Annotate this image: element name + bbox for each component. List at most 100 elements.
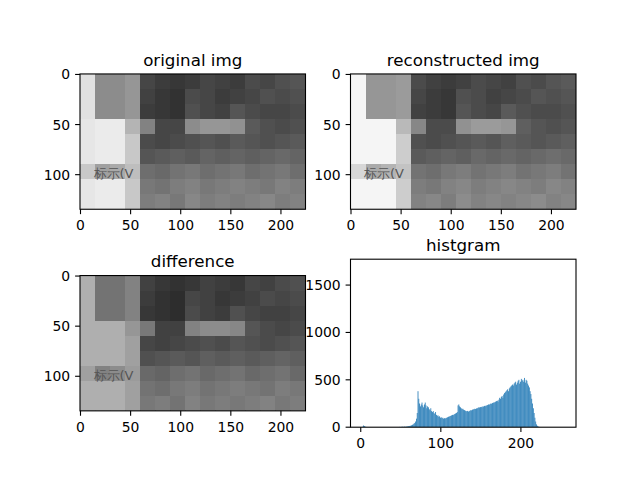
pixel-cell (381, 149, 397, 165)
pixel-cell (381, 179, 397, 195)
hist-bar (465, 411, 467, 427)
x-tick (280, 209, 281, 214)
pixel-cell (245, 351, 261, 367)
plot-area (80, 276, 306, 411)
pixel-cell (275, 396, 291, 411)
pixel-cell (290, 89, 305, 105)
hist-bar (445, 418, 447, 427)
hist-bar (505, 391, 507, 427)
subplot-title: reconstructed img (387, 50, 540, 70)
plot-area (80, 74, 306, 209)
hist-bar (417, 391, 419, 427)
pixel-cell (185, 179, 201, 195)
hist-bar (480, 407, 482, 427)
pixel-cell (215, 104, 231, 120)
hist-bar (458, 404, 460, 427)
hist-bar (506, 390, 508, 427)
hist-bar (476, 408, 478, 427)
subplot-2: 标示(V050100150200050100difference (44, 251, 306, 435)
pixel-cell (441, 134, 457, 150)
x-tick (130, 209, 131, 214)
pixel-cell (200, 321, 216, 337)
y-tick-label: 50 (323, 117, 341, 133)
pixel-cell (275, 164, 291, 180)
pixel-cell (140, 134, 156, 150)
x-tick (551, 209, 552, 214)
pixel-cell (516, 164, 532, 180)
hist-bar (461, 409, 463, 427)
pixel-cell (185, 381, 201, 397)
pixel-cell (260, 276, 276, 292)
pixel-cell (441, 164, 457, 180)
y-tick-label: 0 (332, 66, 341, 82)
pixel-cell (260, 291, 276, 307)
pixel-cell (516, 134, 532, 150)
pixel-cell (125, 134, 141, 150)
pixel-cell (531, 134, 547, 150)
hist-bar (490, 404, 492, 428)
pixel-cell (185, 396, 201, 411)
hist-bar (431, 411, 433, 427)
pixel-cell (351, 194, 367, 209)
y-tick (75, 174, 80, 175)
hist-bar (470, 410, 472, 427)
pixel-cell (140, 276, 156, 292)
pixel-cell (230, 164, 246, 180)
pixel-cell (140, 179, 156, 195)
y-tick-label: 100 (44, 167, 71, 183)
pixel-cell (561, 179, 576, 195)
hist-bar (518, 380, 520, 427)
pixel-cell (95, 134, 111, 150)
pixel-cell (501, 89, 517, 105)
pixel-cell (155, 134, 171, 150)
pixel-cell (185, 149, 201, 165)
pixel-cell (351, 74, 367, 90)
y-tick (346, 285, 351, 286)
y-tick-label: 0 (332, 419, 341, 435)
pixel-cell (456, 104, 472, 120)
pixel-cell (200, 119, 216, 135)
pixel-cell (366, 194, 382, 209)
hist-bar (463, 410, 465, 428)
hist-bar (453, 414, 455, 427)
y-tick (346, 379, 351, 380)
pixel-cell (546, 134, 562, 150)
x-tick (130, 411, 131, 416)
pixel-cell (140, 74, 156, 90)
pixel-cell (140, 366, 156, 382)
hist-bar (520, 379, 522, 427)
x-tick (80, 209, 81, 214)
hist-bar (532, 408, 534, 427)
pixel-cell (170, 336, 186, 352)
hist-bar (428, 409, 430, 427)
pixel-cell (411, 164, 427, 180)
hist-bar (535, 422, 537, 428)
pixel-cell (95, 306, 111, 322)
y-tick (75, 326, 80, 327)
hist-bar (509, 387, 511, 427)
hist-bar (460, 407, 462, 427)
subplot-3: 0100200050010001500histgram (305, 235, 576, 451)
hist-bar (432, 411, 434, 427)
pixel-cell (290, 381, 305, 397)
pixel-cell (185, 306, 201, 322)
y-tick (346, 174, 351, 175)
pixel-cell (260, 104, 276, 120)
pixel-cell (110, 89, 126, 105)
axes-frame (351, 74, 577, 209)
pixel-cell (80, 276, 96, 292)
pixel-cell (546, 119, 562, 135)
pixel-cell (230, 276, 246, 292)
pixel-cell (351, 119, 367, 135)
hist-bar (527, 384, 529, 428)
hist-bar (534, 418, 536, 427)
pixel-cell (456, 74, 472, 90)
pixel-cell (275, 179, 291, 195)
hist-bar (464, 411, 466, 428)
pixel-cell (411, 74, 427, 90)
pixel-cell (471, 164, 487, 180)
pixel-cell (260, 396, 276, 411)
pixel-cell (516, 89, 532, 105)
pixel-cell (260, 74, 276, 90)
pixel-cell (155, 104, 171, 120)
